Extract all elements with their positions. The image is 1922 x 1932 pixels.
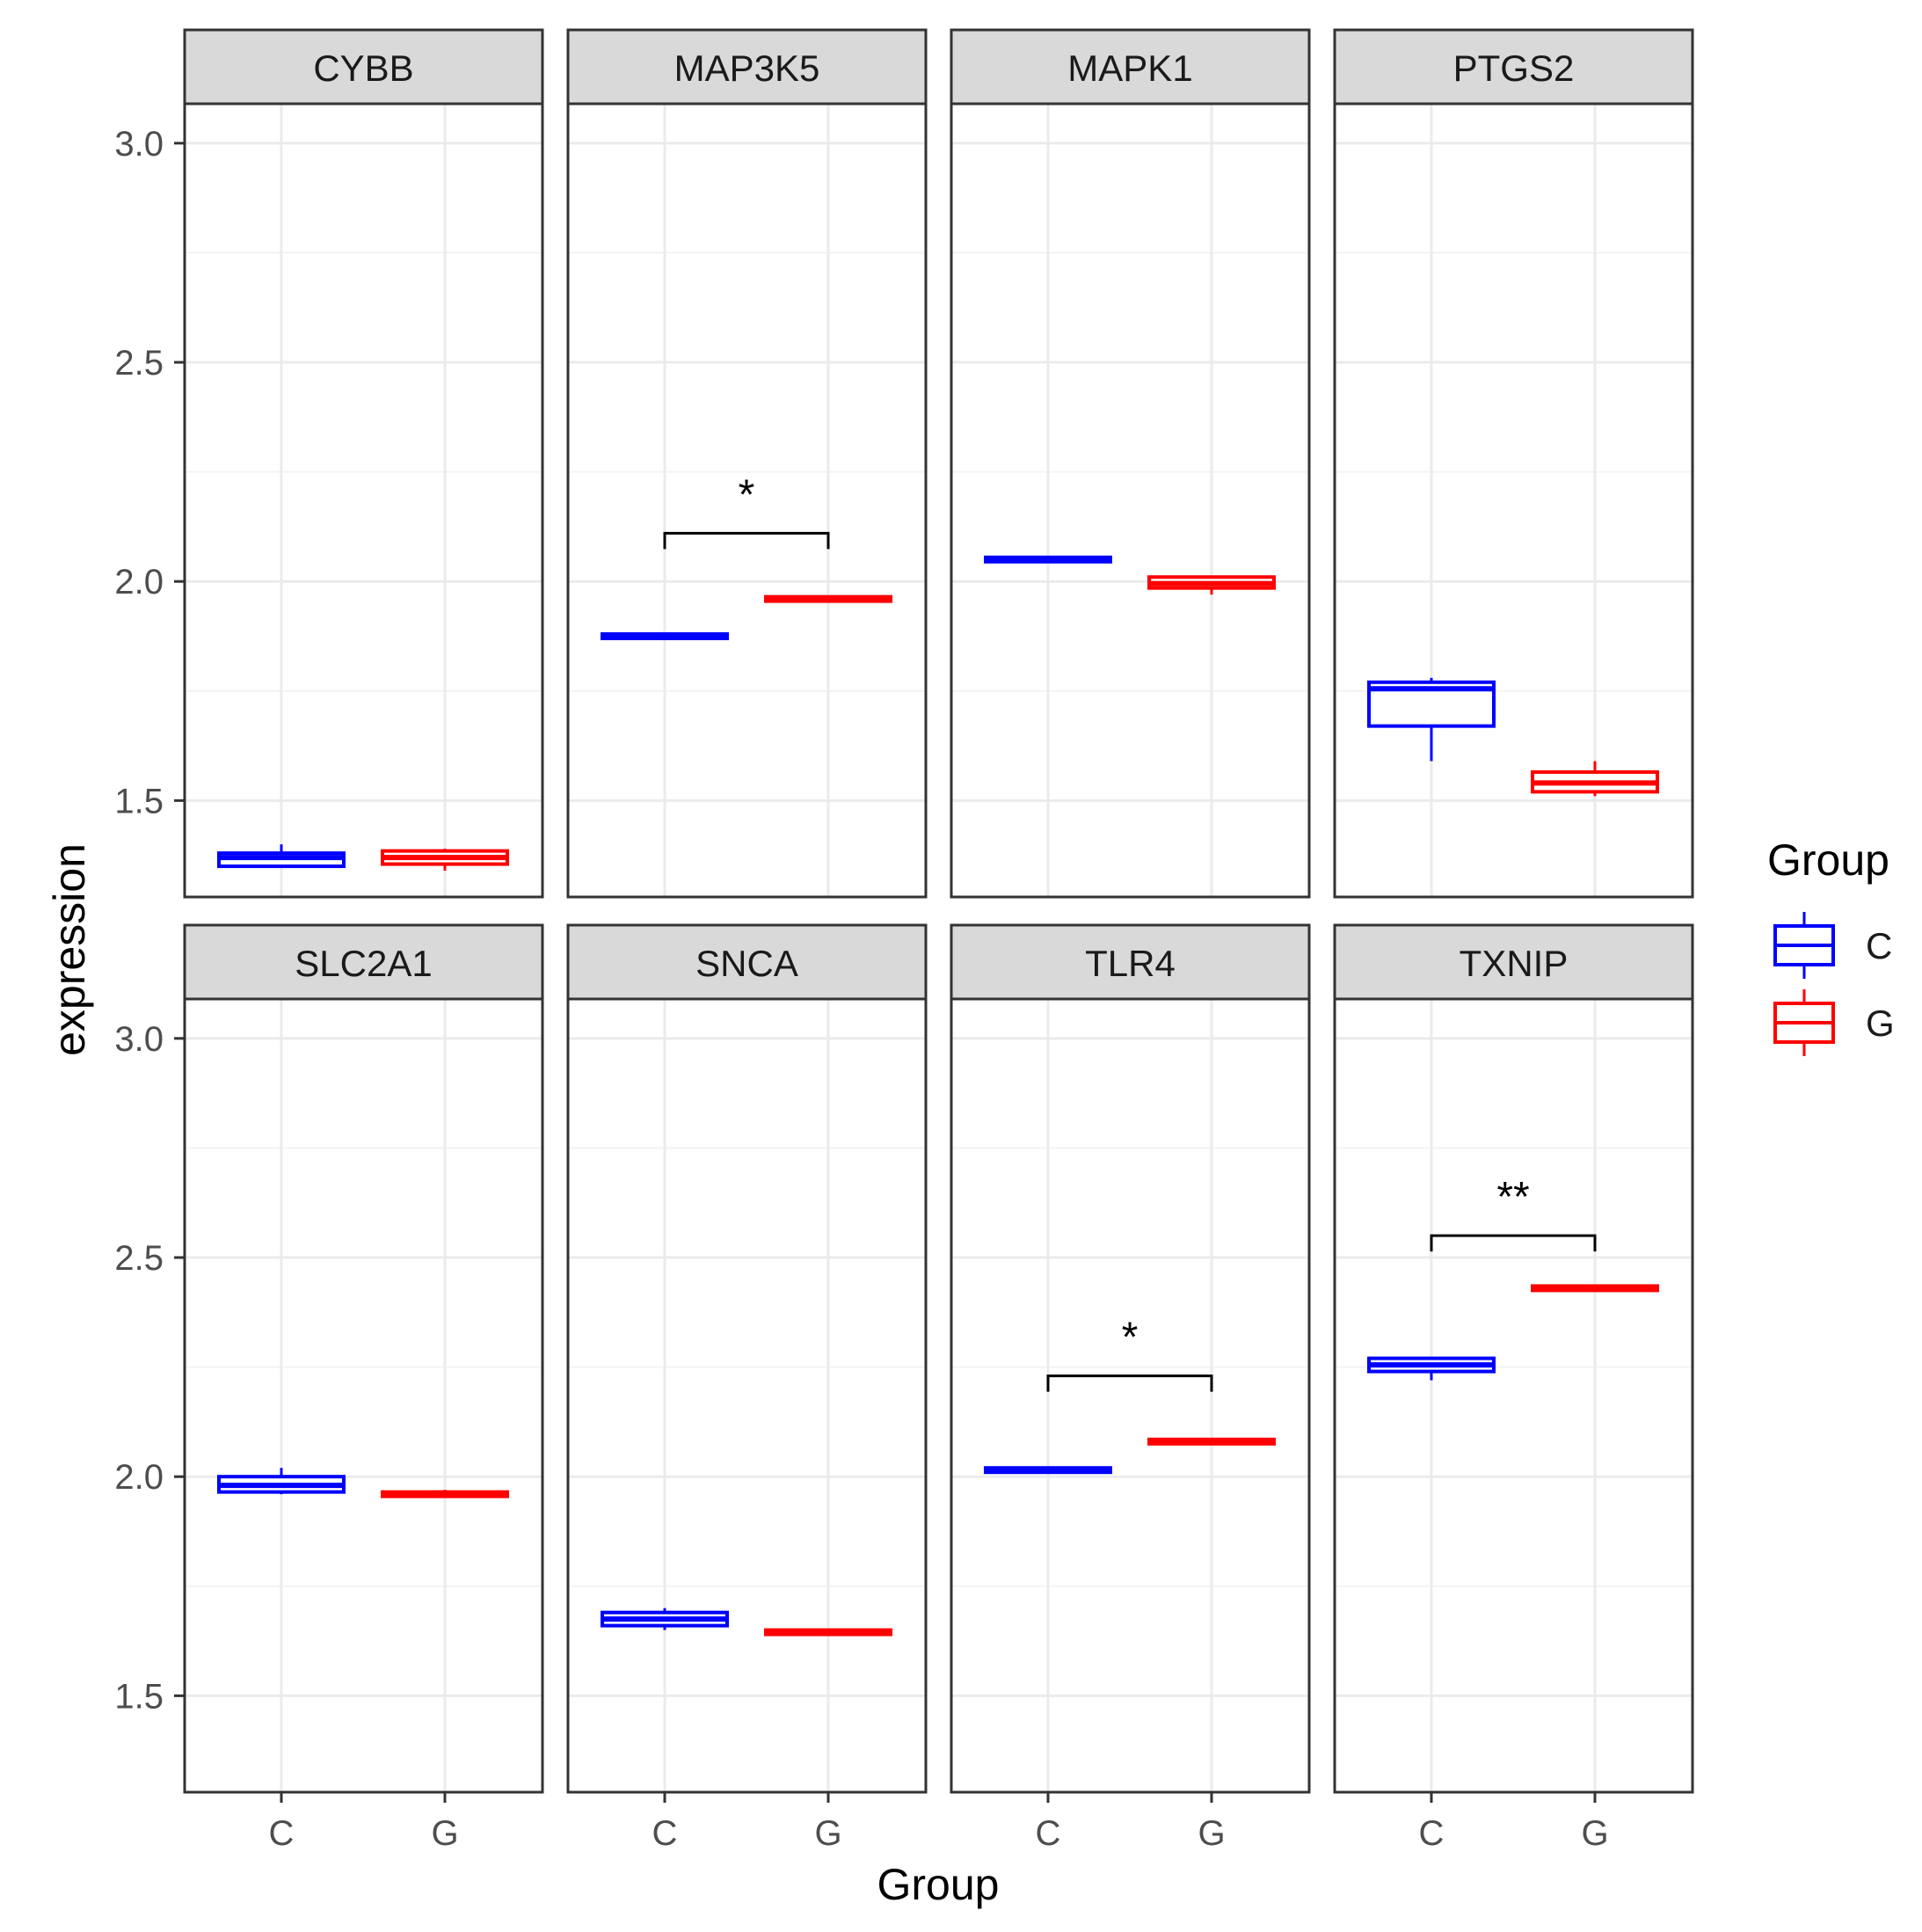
facet-snca: SNCA: [566, 923, 928, 1794]
facet-map3k5: * MAP3K5: [566, 28, 928, 899]
strip-background: [1333, 28, 1694, 106]
box-c: [217, 1468, 346, 1495]
box-g: [764, 594, 892, 603]
strip-label: SNCA: [695, 943, 798, 984]
box-g: [381, 1490, 509, 1498]
box-c: [984, 1466, 1112, 1475]
strip-label: MAP3K5: [674, 47, 820, 89]
box-c: [984, 555, 1112, 564]
facet-cybb: CYBB: [183, 28, 544, 899]
x-tick-label: G: [431, 1814, 458, 1853]
y-tick-label: 3.0: [114, 1020, 164, 1059]
strip-label: TXNIP: [1460, 943, 1569, 984]
x-tick-label: C: [652, 1814, 678, 1853]
legend-item-c: C: [1773, 912, 1892, 979]
strip-background: [950, 923, 1311, 1001]
box-c: [601, 1608, 729, 1630]
panel-background: [185, 104, 542, 897]
y-axis-title: expression: [45, 843, 94, 1056]
significance-label: *: [739, 471, 755, 518]
box-c: [1367, 677, 1496, 762]
legend: Group CG: [1767, 835, 1895, 1056]
x-tick-label: C: [1036, 1814, 1061, 1853]
panel-background: [951, 999, 1309, 1792]
box-g: [1531, 1284, 1659, 1293]
significance-label: *: [1122, 1315, 1139, 1361]
panel-background: [1335, 999, 1693, 1792]
panel-background: [568, 104, 926, 897]
strip-background: [566, 923, 928, 1001]
box-c: [601, 631, 729, 640]
facet-slc2a1: SLC2A1: [183, 923, 544, 1794]
x-tick-label: C: [1419, 1814, 1445, 1853]
significance-bracket: [663, 531, 830, 550]
strip-background: [950, 28, 1311, 106]
strip-label: MAPK1: [1067, 47, 1192, 89]
facet-ptgs2: PTGS2: [1333, 28, 1694, 899]
y-tick-label: 3.0: [114, 125, 164, 164]
significance-label: **: [1496, 1174, 1529, 1221]
y-tick-label: 2.5: [114, 344, 164, 383]
strip-background: [566, 28, 928, 106]
panel-background: [568, 999, 926, 1792]
panel-background: [1335, 104, 1693, 897]
facet-txnip: ** TXNIP: [1333, 923, 1694, 1794]
legend-item-g: G: [1773, 989, 1895, 1056]
x-tick-label: G: [1198, 1814, 1225, 1853]
y-tick-label: 2.0: [114, 1458, 164, 1497]
significance-bracket: [1046, 1374, 1213, 1392]
strip-label: PTGS2: [1453, 47, 1575, 89]
legend-title: Group: [1767, 835, 1889, 885]
strip-label: TLR4: [1085, 943, 1176, 984]
strip-background: [183, 923, 544, 1001]
y-tick-label: 2.0: [114, 563, 164, 601]
strip-label: CYBB: [313, 47, 413, 89]
box-g: [1147, 575, 1276, 595]
box-g: [1531, 761, 1659, 797]
box-c: [1367, 1356, 1496, 1381]
strip-background: [183, 28, 544, 106]
legend-label: G: [1866, 1002, 1895, 1044]
box-g: [1147, 1437, 1276, 1446]
panel-background: [185, 999, 542, 1792]
significance-bracket: [1430, 1234, 1597, 1252]
x-axis-title: Group: [877, 1860, 1000, 1909]
legend-label: C: [1866, 925, 1892, 966]
box-c: [217, 844, 346, 869]
panel-background: [951, 104, 1309, 897]
box-g: [381, 849, 509, 871]
box-g: [764, 1628, 892, 1637]
x-tick-label: G: [814, 1814, 841, 1853]
facet-mapk1: MAPK1: [950, 28, 1311, 899]
strip-background: [1333, 923, 1694, 1001]
y-tick-label: 2.5: [114, 1239, 164, 1278]
strip-label: SLC2A1: [295, 943, 432, 984]
y-tick-label: 1.5: [114, 1677, 164, 1716]
x-tick-label: C: [269, 1814, 295, 1853]
y-tick-label: 1.5: [114, 782, 164, 820]
facet-tlr4: * TLR4: [950, 923, 1311, 1794]
x-tick-label: G: [1581, 1814, 1608, 1853]
